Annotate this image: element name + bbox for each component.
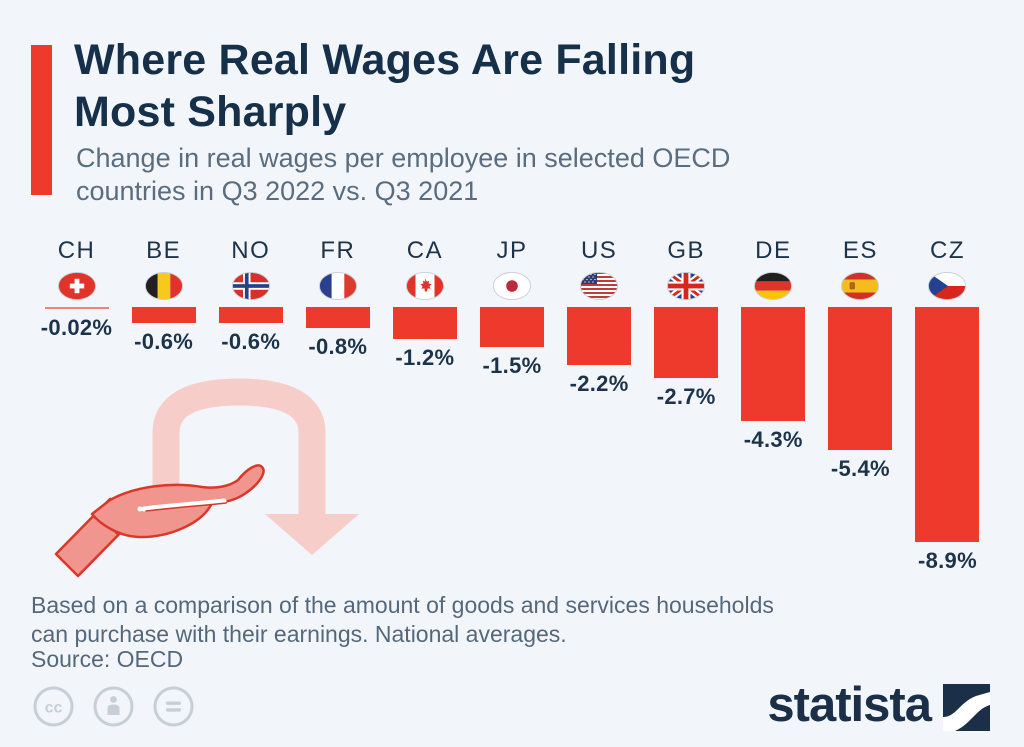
united-kingdom-flag-icon: [667, 272, 706, 300]
source-label: Source: OECD: [31, 646, 184, 672]
bar-cz: [915, 307, 980, 542]
norway-flag-icon: [231, 272, 270, 300]
value-label: -4.3%: [743, 427, 803, 452]
france-flag-icon: [318, 272, 357, 300]
switzerland-flag-icon: [57, 272, 96, 300]
chart-column-us: US -2.2%: [556, 236, 643, 397]
value-label: -0.6%: [134, 329, 194, 354]
country-code-label: NO: [231, 237, 271, 264]
chart-column-ca: CA -1.2%: [381, 236, 468, 371]
value-label: -8.9%: [917, 548, 977, 573]
value-label: -5.4%: [830, 456, 890, 481]
country-code-label: CZ: [929, 237, 965, 264]
bar-no: [218, 307, 283, 323]
value-label: -0.02%: [40, 315, 113, 340]
chart-column-cz: CZ -8.9%: [904, 236, 991, 574]
united-states-flag-icon: [580, 272, 619, 300]
chart-subtitle-line1: Change in real wages per employee in sel…: [76, 143, 731, 173]
germany-flag-icon: [754, 272, 793, 300]
title-accent-bar: [31, 45, 52, 195]
attribution-person-icon: [93, 686, 134, 727]
country-code-label: CH: [57, 237, 96, 264]
chart-column-fr: FR -0.8%: [294, 236, 381, 360]
chart-footnote-line1: Based on a comparison of the amount of g…: [31, 592, 774, 618]
bar-fr: [305, 307, 370, 328]
country-code-label: BE: [146, 237, 182, 264]
bar-de: [741, 307, 806, 421]
country-code-label: US: [580, 237, 618, 264]
country-code-label: JP: [496, 237, 528, 264]
country-code-label: ES: [842, 237, 878, 264]
country-code-label: FR: [320, 237, 356, 264]
equals-icon: [153, 686, 194, 727]
country-code-label: CA: [406, 237, 444, 264]
bar-us: [567, 307, 632, 365]
page-title-line1: Where Real Wages Are Falling: [74, 36, 696, 84]
svg-text:cc: cc: [45, 700, 63, 717]
value-label: -1.2%: [395, 345, 455, 370]
belgium-flag-icon: [144, 272, 183, 300]
value-label: -2.2%: [569, 371, 629, 396]
value-label: -2.7%: [656, 384, 716, 409]
japan-flag-icon: [493, 272, 532, 300]
country-code-label: GB: [667, 237, 706, 264]
chart-column-jp: JP -1.5%: [468, 236, 555, 379]
value-label: -1.5%: [482, 353, 542, 378]
statista-wordmark: statista: [767, 678, 932, 732]
statista-logo: statista: [767, 681, 990, 734]
chart-subtitle-line2: countries in Q3 2022 vs. Q3 2021: [76, 176, 479, 207]
chart-footnote-line2: can purchase with their earnings. Nation…: [31, 621, 567, 648]
down-arrow-arc-icon: [152, 378, 359, 555]
bar-es: [828, 307, 893, 450]
chart-column-gb: GB -2.7%: [643, 236, 730, 410]
value-label: -0.8%: [308, 334, 368, 359]
chart-footnote: Based on a comparison of the amount of g…: [31, 591, 774, 649]
czech-republic-flag-icon: [928, 272, 967, 300]
value-label: -0.6%: [221, 329, 281, 354]
chart-column-no: NO -0.6%: [207, 236, 294, 355]
hand-catching-falling-arrow-illustration: [54, 378, 359, 578]
chart-column-de: DE -4.3%: [730, 236, 817, 453]
bar-gb: [654, 307, 719, 378]
chart-subtitle: Change in real wages per employee in sel…: [76, 142, 730, 209]
statista-logo-icon: [943, 684, 990, 731]
chart-column-be: BE -0.6%: [120, 236, 207, 355]
chart-column-ch: CH -0.02%: [33, 236, 120, 341]
creative-commons-badges: cc: [33, 686, 194, 727]
bar-jp: [480, 307, 545, 347]
bar-ch: [44, 307, 109, 309]
chart-column-es: ES -5.4%: [817, 236, 904, 482]
page-title-line2: Most Sharply: [74, 88, 347, 137]
canada-flag-icon: [405, 272, 444, 300]
bar-be: [131, 307, 196, 323]
country-code-label: DE: [755, 237, 792, 264]
bar-ca: [392, 307, 457, 339]
bar-chart: CH -0.02% BE -0.6% NO -0.6% FR -0.8% CA -1.2…: [33, 236, 991, 574]
cc-icon: cc: [33, 686, 74, 727]
open-hand-icon: [54, 464, 265, 578]
page-title: Where Real Wages Are Falling Most Sharpl…: [74, 34, 695, 138]
spain-flag-icon: [841, 272, 880, 300]
